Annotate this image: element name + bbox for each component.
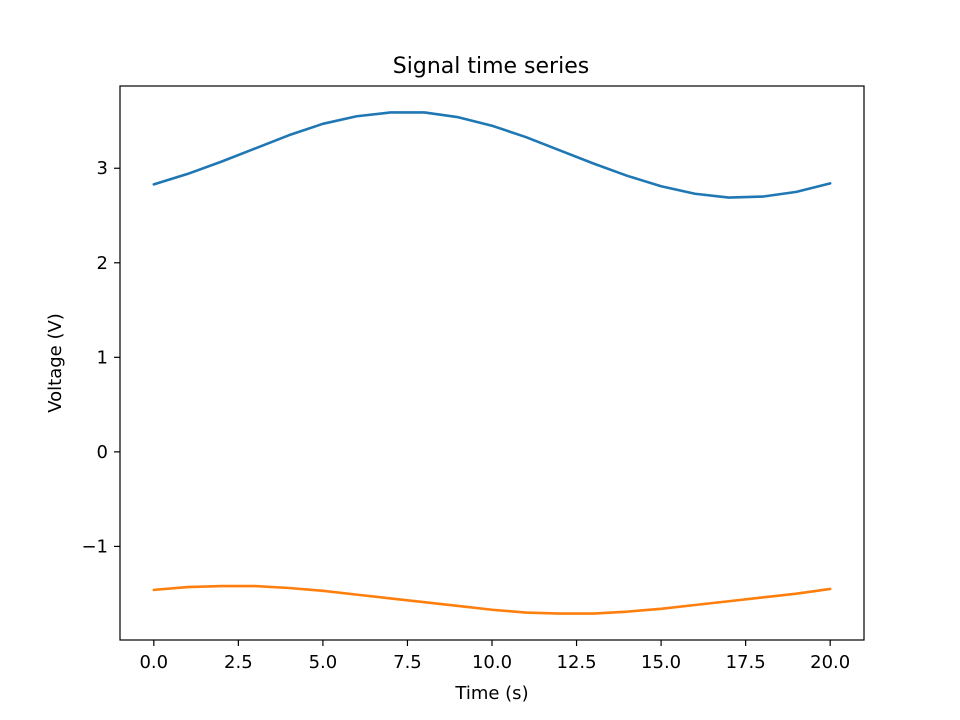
x-tick-label: 17.5	[726, 652, 766, 673]
y-tick-label: −1	[81, 536, 108, 557]
y-tick-label: 1	[97, 347, 108, 368]
x-tick-label: 2.5	[224, 652, 253, 673]
x-tick-label: 10.0	[472, 652, 512, 673]
y-tick-label: 3	[97, 158, 108, 179]
x-tick-label: 20.0	[810, 652, 850, 673]
x-tick-label: 12.5	[557, 652, 597, 673]
y-tick-label: 2	[97, 253, 108, 274]
x-axis: 0.0 2.5 5.0 7.5 10.0 12.5 15.0 17.5 20.0	[139, 640, 850, 673]
x-tick-label: 0.0	[139, 652, 168, 673]
series-line-2	[152, 584, 832, 615]
x-tick-label: 5.0	[309, 652, 338, 673]
series-line-1	[152, 111, 832, 199]
y-axis: −1 0 1 2 3	[81, 158, 120, 557]
x-tick-label: 7.5	[393, 652, 422, 673]
y-tick-label: 0	[97, 442, 108, 463]
y-axis-label: Voltage (V)	[45, 313, 66, 413]
x-axis-label: Time (s)	[454, 683, 528, 704]
series-layer	[152, 111, 832, 615]
x-tick-label: 15.0	[641, 652, 681, 673]
chart-title: Signal time series	[393, 54, 589, 79]
